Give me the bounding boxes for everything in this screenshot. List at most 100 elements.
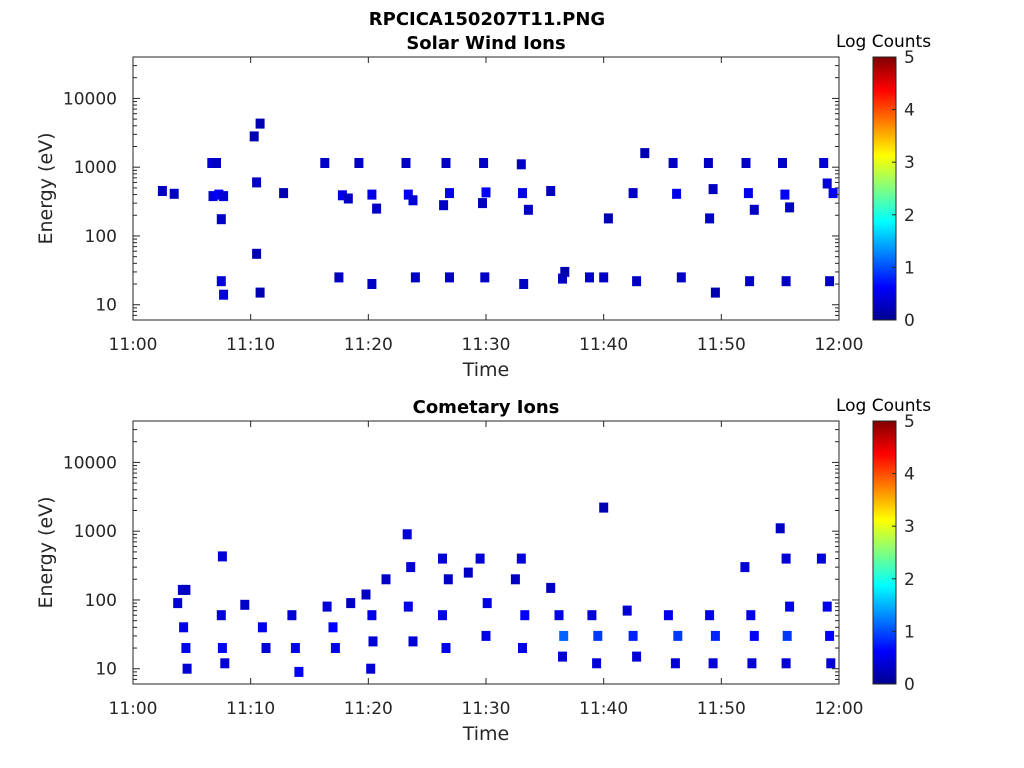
x-tick-label: 11:30 [462,335,511,355]
data-cell [819,158,829,168]
data-cell [252,177,262,188]
data-cell [825,276,835,287]
panel-solar-wind-ions: Solar Wind Ions 11:00 11:10 11:20 11:30 11:40… [35,32,931,381]
data-cell [481,630,491,641]
data-cell [157,186,167,196]
data-cell [632,651,642,662]
colorbar-tick-label: 4 [904,465,915,485]
data-cell [782,630,792,641]
data-cell [599,272,609,283]
data-cell [367,610,377,621]
data-cell [439,200,449,211]
data-cell [546,582,556,593]
data-cell [708,184,718,195]
data-cell [410,272,420,283]
data-cell [710,630,720,641]
colorbar-gradient [872,56,897,321]
data-cell [216,610,226,621]
y-tick-label: 10 [95,296,117,316]
data-cell [749,630,759,641]
data-cell [366,663,376,674]
data-cell [822,178,832,189]
panel-title: Solar Wind Ions [406,33,565,54]
colorbar: Log Counts 0 1 2 3 4 5 [836,32,931,331]
data-cell [438,610,447,621]
x-tick-label: 11:50 [697,699,746,719]
data-cell [443,574,453,585]
data-cell [603,213,613,224]
data-cell [585,272,594,283]
data-cell [743,188,753,199]
data-cell [179,622,189,633]
data-cell [519,279,529,289]
x-tick-label: 11:20 [344,335,393,355]
x-tick-label: 11:40 [579,335,628,355]
colorbar: Log Counts 0 1 2 3 4 5 [836,396,931,695]
data-cell [354,158,364,168]
data-cell [257,622,267,633]
data-cell [628,188,638,199]
data-cell [328,622,338,633]
data-cell [518,643,527,653]
data-cell [441,158,451,168]
data-cell [663,610,673,621]
data-cell [334,272,344,283]
data-cell [479,158,489,168]
data-cell [826,658,836,669]
x-tick-label: 11:00 [109,335,158,355]
x-tick-label: 11:50 [697,335,746,355]
data-cell [255,118,265,129]
data-cell [320,158,330,168]
data-cell [169,188,179,199]
data-cell [785,601,795,612]
data-cell [781,276,791,287]
data-cell [520,610,530,621]
colorbar-tick-label: 0 [904,311,915,331]
data-cell [747,658,757,669]
colorbar-tick-label: 0 [904,675,915,695]
data-cell [403,189,413,200]
y-tick-label: 100 [85,227,117,247]
x-axis-label: Time [462,723,510,745]
data-cell [217,643,227,653]
data-cell [401,158,411,168]
data-cell [208,191,218,202]
data-cell [445,272,454,283]
data-cell [780,189,790,200]
data-cell [252,248,262,259]
data-cell [249,131,259,142]
data-cell [592,658,602,669]
y-tick-label: 100 [85,591,117,611]
colorbar-tick-label: 3 [904,153,915,173]
data-cell [403,601,413,612]
data-cell [559,630,569,641]
data-cell [441,643,451,653]
data-cell [516,159,526,170]
data-cell [279,188,289,199]
data-cell [372,203,382,214]
x-tick-label: 11:10 [226,699,275,719]
data-cell [673,630,683,641]
x-tick-label: 11:20 [344,699,393,719]
data-cell [510,574,520,585]
data-cell [828,188,838,199]
axes-frame [132,420,840,685]
data-cell [622,605,632,616]
data-cell [219,289,229,300]
data-cell [632,276,642,287]
data-cell [546,186,556,196]
data-cell [408,195,418,206]
y-tick-label: 10000 [63,453,117,473]
data-cell [822,601,832,612]
colorbar-tick-label: 2 [904,206,915,226]
data-cell [287,610,297,621]
figure-title: RPCICA150207T11.PNG [369,9,605,30]
data-cell [587,610,597,621]
data-cell [516,553,526,564]
data-cell [523,204,533,215]
data-cell [478,198,487,209]
data-cell [240,599,250,610]
x-tick-label: 11:10 [226,335,275,355]
data-cell [343,193,353,204]
